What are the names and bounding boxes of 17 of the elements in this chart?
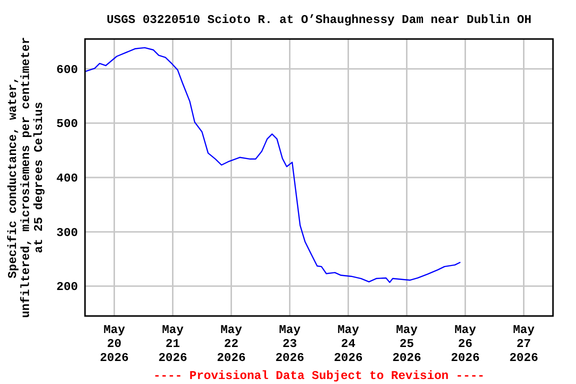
x-tick-label: May 23 2026 bbox=[275, 323, 304, 365]
x-tick-label: May 21 2026 bbox=[158, 323, 188, 365]
x-tick-label: May 26 2026 bbox=[450, 323, 480, 365]
text: ---- Provisional Data Subject to Revision ---- bbox=[153, 369, 485, 383]
y-tick-label: 200 bbox=[56, 280, 78, 294]
y-tick-label: 600 bbox=[56, 62, 78, 77]
y-axis-title: Specific conductance, water, unfiltered, microsiemens per centimeter at 25 degrees Celsius bbox=[6, 37, 46, 318]
x-tick-label: May 27 2026 bbox=[509, 323, 538, 365]
x-tick-label: May 20 2026 bbox=[100, 323, 129, 365]
y-tick-label: 500 bbox=[56, 117, 78, 132]
y-tick-label: 400 bbox=[56, 172, 78, 186]
y-tick-label: 300 bbox=[56, 226, 78, 240]
line-series bbox=[84, 47, 461, 283]
x-tick-label: May 25 2026 bbox=[392, 323, 422, 365]
x-tick-label: May 24 2026 bbox=[334, 323, 363, 365]
x-tick-label: May 22 2026 bbox=[216, 323, 246, 365]
chart-title: USGS 03220510 Scioto R. at O’Shaughnessy Dam near Dublin OH bbox=[106, 13, 532, 27]
